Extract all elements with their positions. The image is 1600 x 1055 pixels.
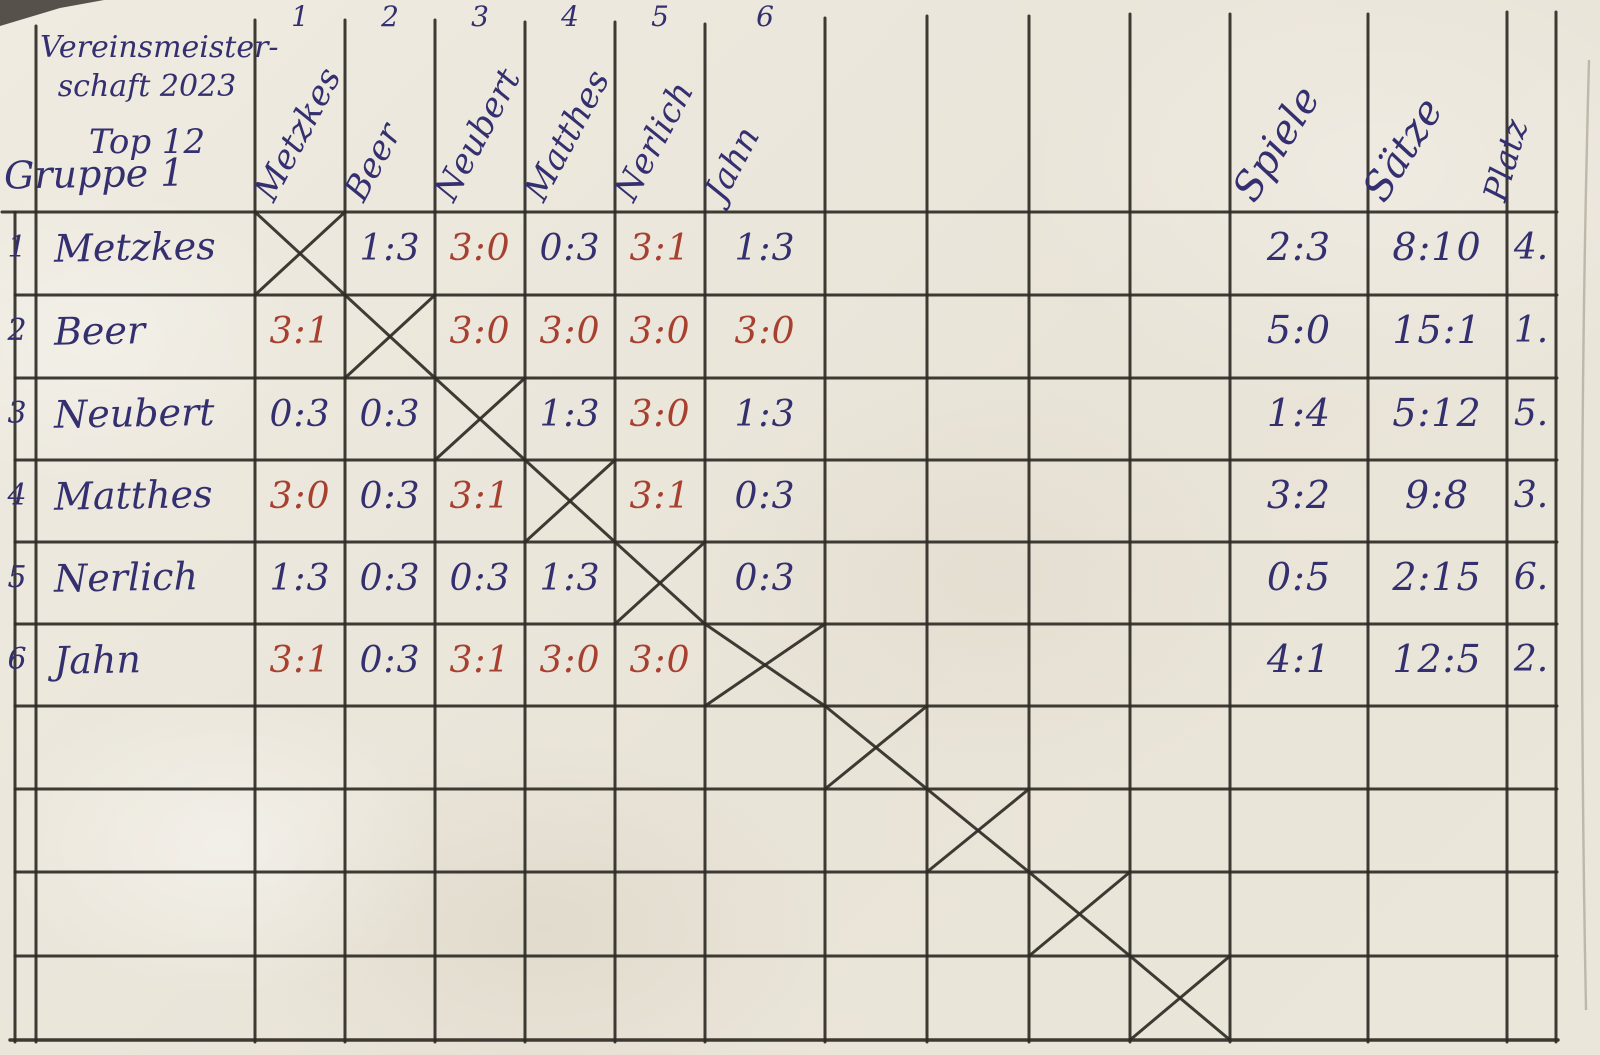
match-score: 0:3 [449,558,511,599]
player-number: 1 [7,230,27,265]
match-score: 1:3 [539,558,601,599]
group-label: Gruppe 1 [3,150,185,198]
sets-total: 8:10 [1392,225,1482,269]
column-number: 2 [381,0,399,33]
rank-value: 6. [1513,557,1549,598]
sheet-title-line2: schaft 2023 [57,69,237,104]
match-score: 3:0 [734,311,796,352]
sheet-title-line3: Top 12 [88,122,206,162]
match-score: 1:3 [734,228,796,269]
player-name: Metzkes [53,223,217,271]
sets-total: 15:1 [1392,308,1482,352]
column-number: 4 [561,0,579,33]
match-score: 0:3 [359,394,421,435]
rank-value: 4. [1513,227,1549,268]
player-name: Nerlich [53,554,199,601]
match-score: 3:1 [269,311,331,352]
match-score: 3:0 [269,476,331,517]
column-number: 3 [471,0,489,33]
match-score: 0:3 [269,394,331,435]
match-score: 3:0 [539,311,601,352]
player-name: Jahn [53,637,142,683]
match-score: 1:3 [734,394,796,435]
player-name: Matthes [53,471,213,519]
sheet-title-line1: Vereinsmeister- [40,30,279,65]
column-number: 5 [651,0,669,33]
match-score: 0:3 [734,558,796,599]
match-score: 3:0 [629,640,691,681]
match-score: 3:0 [629,394,691,435]
match-score: 3:0 [629,311,691,352]
match-score: 0:3 [359,476,421,517]
games-total: 1:4 [1266,391,1332,435]
player-number: 6 [7,642,27,677]
rank-value: 2. [1513,639,1549,680]
match-score: 0:3 [359,558,421,599]
player-number: 2 [7,313,27,348]
sets-total: 9:8 [1404,473,1470,517]
sets-total: 2:15 [1392,555,1482,599]
match-score: 1:3 [269,558,331,599]
column-number: 1 [291,0,309,33]
games-total: 0:5 [1266,555,1332,599]
match-score: 3:1 [629,476,691,517]
match-score: 3:1 [269,640,331,681]
match-score: 0:3 [359,640,421,681]
games-total: 2:3 [1266,225,1332,269]
player-name: Beer [53,308,146,354]
column-number: 6 [756,0,774,33]
player-name: Neubert [53,389,215,437]
sets-total: 12:5 [1392,637,1482,681]
diagonal-line [253,210,1232,1042]
rank-value: 3. [1513,475,1549,516]
match-score: 3:1 [449,640,511,681]
rank-value: 1. [1513,310,1549,351]
sets-total: 5:12 [1392,391,1482,435]
match-score: 3:1 [629,228,691,269]
games-total: 3:2 [1266,473,1332,517]
player-number: 3 [7,396,27,431]
match-score: 3:0 [449,228,511,269]
match-score: 1:3 [359,228,421,269]
match-score: 3:0 [449,311,511,352]
player-number: 4 [7,478,27,513]
paper-edge [1580,59,1591,1011]
rank-value: 5. [1513,393,1549,434]
match-score: 0:3 [539,228,601,269]
match-score: 3:1 [449,476,511,517]
match-score: 3:0 [539,640,601,681]
match-score: 0:3 [734,476,796,517]
sheet-title: Vereinsmeister- schaft 2023 Top 12 [40,28,279,164]
games-total: 4:1 [1266,637,1332,681]
games-total: 5:0 [1266,308,1332,352]
photo-corner-shadow [0,0,104,26]
match-score: 1:3 [539,394,601,435]
player-number: 5 [7,560,27,595]
